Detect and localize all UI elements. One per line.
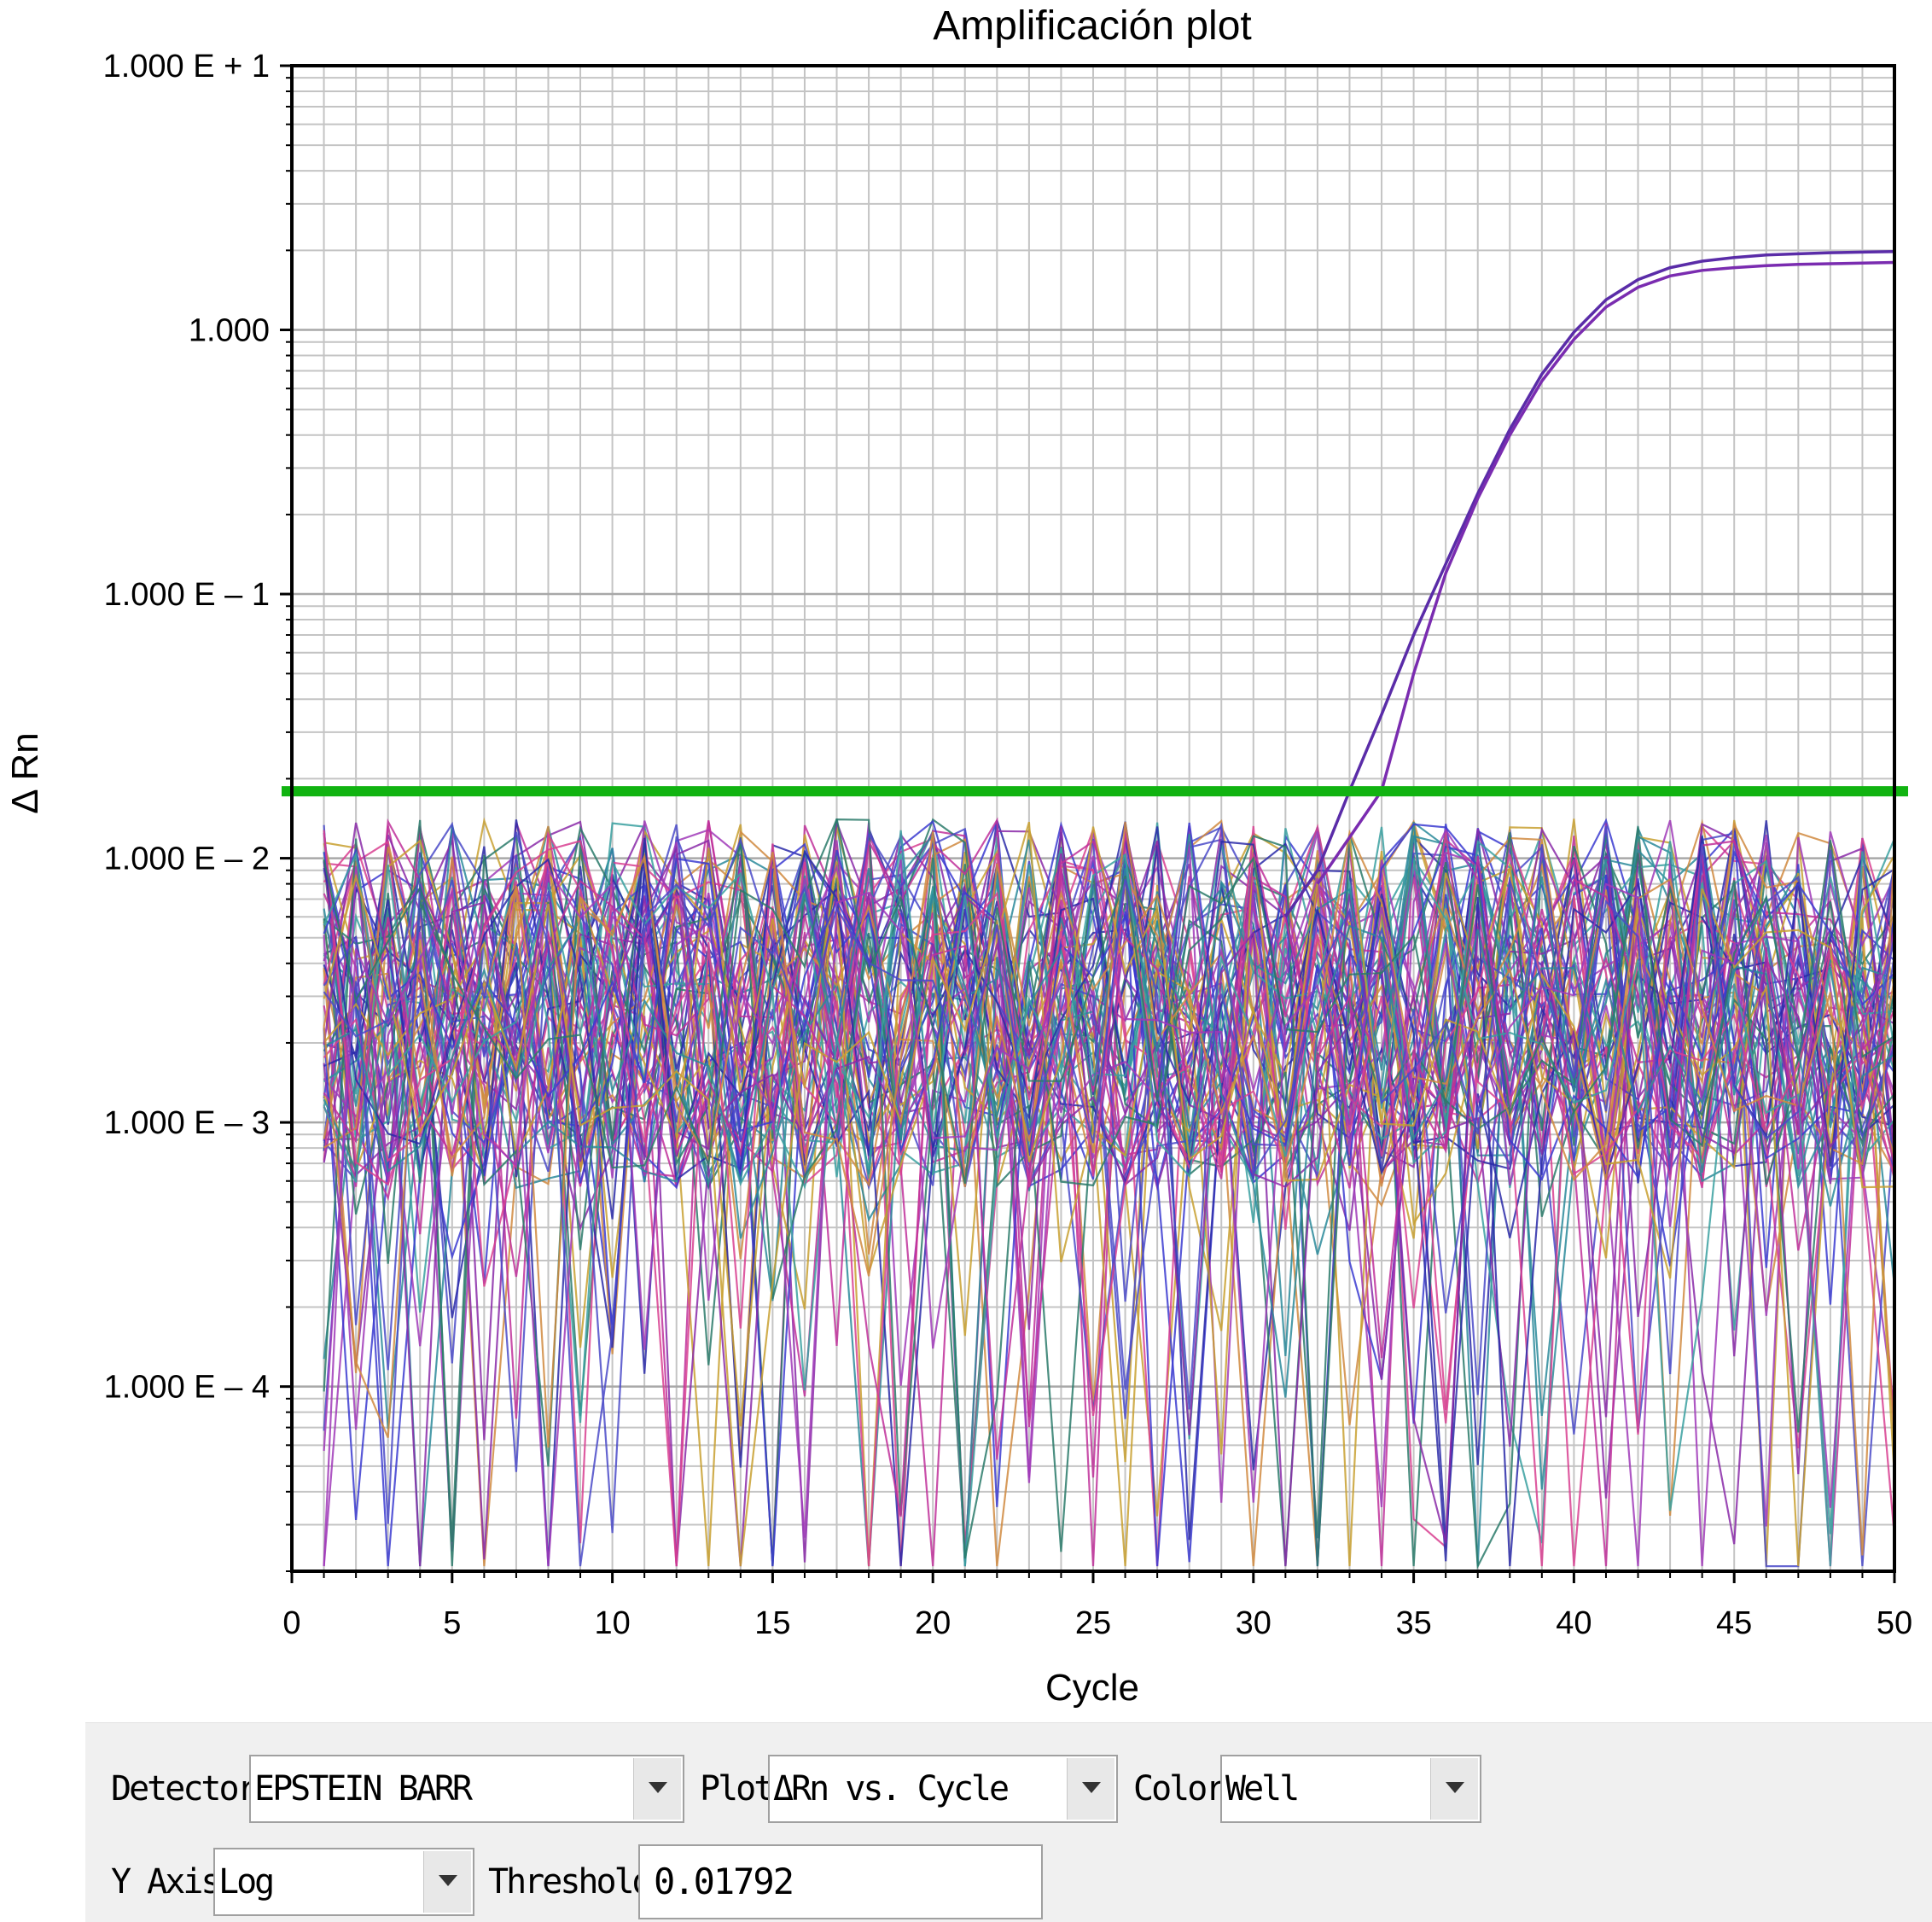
plot-controls-panel: Detector: EPSTEIN BARR Plot: ΔRn vs. Cyc… — [85, 1722, 1932, 1922]
detector-dropdown-button[interactable] — [633, 1758, 681, 1820]
noise-trace — [323, 834, 1896, 1538]
noise-trace — [323, 822, 1895, 1182]
plot-grid — [292, 66, 1894, 1572]
x-tick-label: 40 — [1556, 1605, 1592, 1641]
y-tick-label: 1.000 E + 1 — [103, 49, 270, 84]
amplification-curve — [1316, 260, 1895, 885]
noise-trace — [323, 821, 1896, 1260]
noise-trace — [323, 819, 1896, 1567]
x-axis-title: Cycle — [1045, 1667, 1139, 1709]
x-tick-label: 10 — [594, 1605, 630, 1641]
noise-trace — [323, 828, 1895, 1223]
noise-trace — [323, 818, 1896, 1567]
y-tick-label: 1.000 E – 1 — [104, 577, 270, 613]
color-dropdown-button[interactable] — [1430, 1758, 1478, 1820]
noise-trace — [323, 826, 1895, 1567]
chevron-down-icon — [1082, 1782, 1101, 1793]
noise-trace — [323, 823, 1896, 1560]
x-tick-label: 20 — [915, 1605, 951, 1641]
x-tick-label: 5 — [443, 1605, 461, 1641]
x-tick-label: 25 — [1075, 1605, 1111, 1641]
chevron-down-icon — [649, 1782, 667, 1793]
noise-trace — [323, 833, 1895, 1398]
noise-trace — [323, 833, 1895, 1567]
noise-trace — [323, 823, 1896, 1567]
noise-trace — [323, 824, 1896, 1534]
y-axis-ticks: 1.000 E + 1 1.000 1.000 E – 1 1.000 E – 2 1.… — [103, 49, 292, 1572]
y-tick-label: 1.000 — [189, 313, 270, 349]
chevron-down-icon — [1446, 1782, 1464, 1793]
plot-value: ΔRn vs. Cycle — [773, 1769, 1010, 1808]
noise-trace — [323, 821, 1896, 1556]
x-tick-label: 0 — [282, 1605, 300, 1641]
color-value: Well — [1225, 1769, 1300, 1808]
noise-trace — [323, 818, 1895, 1185]
noise-trace — [323, 830, 1896, 1567]
x-tick-label: 15 — [754, 1605, 790, 1641]
y-tick-label: 1.000 E – 3 — [104, 1105, 270, 1141]
y-axis-dropdown[interactable]: Log — [213, 1848, 474, 1916]
noise-traces — [323, 817, 1896, 1570]
noise-trace — [323, 830, 1896, 1567]
threshold-input[interactable]: 0.01792 — [638, 1844, 1043, 1919]
detector-value: EPSTEIN BARR — [254, 1769, 473, 1808]
y-axis-title: Δ Rn — [4, 732, 46, 813]
noise-trace — [323, 821, 1896, 1567]
x-tick-label: 35 — [1395, 1605, 1431, 1641]
noise-trace — [323, 817, 1895, 1428]
amplification-plot: Amplificación plot 1.000 E + 11.0001.000… — [4, 3, 1912, 1709]
detector-dropdown[interactable]: EPSTEIN BARR — [249, 1755, 684, 1823]
chart-title: Amplificación plot — [933, 3, 1252, 49]
y-tick-label: 1.000 E – 4 — [104, 1370, 270, 1406]
x-tick-label: 30 — [1236, 1605, 1272, 1641]
y-axis-dropdown-button[interactable] — [423, 1851, 471, 1913]
amplification-curve — [1283, 249, 1895, 918]
x-tick-label: 50 — [1877, 1605, 1912, 1641]
color-dropdown[interactable]: Well — [1220, 1755, 1481, 1823]
y-axis-value: Log — [218, 1862, 275, 1902]
plot-dropdown-button[interactable] — [1067, 1758, 1114, 1820]
amplification-curves — [1283, 249, 1895, 918]
noise-trace — [323, 826, 1896, 1433]
y-tick-label: 1.000 E – 2 — [104, 842, 270, 877]
x-tick-label: 45 — [1716, 1605, 1752, 1641]
x-axis-ticks: 0 5 10 15 20 25 30 35 40 45 50 — [282, 1571, 1912, 1641]
detector-label: Detector: — [111, 1769, 276, 1808]
threshold-value: 0.01792 — [654, 1861, 794, 1902]
chevron-down-icon — [439, 1875, 457, 1886]
noise-trace — [323, 822, 1896, 1567]
plot-dropdown[interactable]: ΔRn vs. Cycle — [768, 1755, 1118, 1823]
